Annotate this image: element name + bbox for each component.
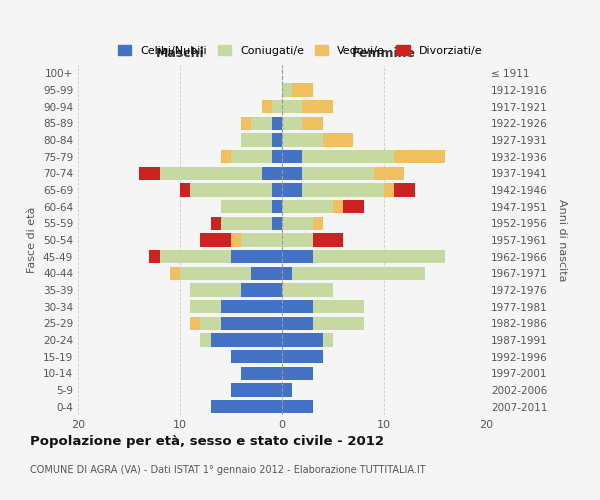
Bar — [282, 134, 323, 146]
Bar — [251, 266, 282, 280]
Bar — [170, 266, 180, 280]
Bar — [282, 166, 302, 180]
Bar — [313, 216, 323, 230]
Bar — [251, 116, 272, 130]
Bar — [262, 100, 272, 114]
Bar — [190, 316, 200, 330]
Bar — [313, 234, 343, 246]
Bar — [282, 250, 313, 264]
Bar — [241, 284, 282, 296]
Text: Maschi: Maschi — [155, 47, 205, 60]
Bar — [282, 334, 323, 346]
Bar — [231, 150, 272, 164]
Bar — [221, 316, 282, 330]
Bar — [231, 384, 282, 396]
Bar — [160, 166, 262, 180]
Bar — [211, 400, 282, 413]
Bar — [302, 150, 394, 164]
Bar — [302, 184, 384, 196]
Bar — [160, 250, 231, 264]
Bar — [394, 150, 445, 164]
Bar — [313, 300, 364, 314]
Bar — [190, 300, 221, 314]
Bar — [272, 216, 282, 230]
Bar — [272, 134, 282, 146]
Bar — [241, 234, 282, 246]
Bar — [323, 134, 353, 146]
Bar — [282, 400, 313, 413]
Bar — [282, 366, 313, 380]
Bar — [272, 150, 282, 164]
Bar — [323, 334, 333, 346]
Bar — [343, 200, 364, 213]
Y-axis label: Anni di nascita: Anni di nascita — [557, 198, 567, 281]
Text: Femmine: Femmine — [352, 47, 416, 60]
Bar — [139, 166, 160, 180]
Bar — [282, 234, 313, 246]
Bar — [221, 300, 282, 314]
Bar — [200, 334, 211, 346]
Bar — [282, 184, 302, 196]
Bar — [200, 316, 221, 330]
Bar — [272, 100, 282, 114]
Bar — [282, 284, 333, 296]
Bar — [272, 184, 282, 196]
Bar — [282, 384, 292, 396]
Bar — [221, 150, 231, 164]
Bar — [313, 316, 364, 330]
Bar — [180, 184, 190, 196]
Bar — [221, 216, 272, 230]
Bar — [241, 366, 282, 380]
Bar — [374, 166, 404, 180]
Bar — [292, 84, 313, 96]
Bar — [282, 216, 313, 230]
Bar — [190, 284, 241, 296]
Bar — [282, 116, 302, 130]
Text: Popolazione per età, sesso e stato civile - 2012: Popolazione per età, sesso e stato civil… — [30, 435, 384, 448]
Bar — [282, 200, 333, 213]
Bar — [231, 234, 241, 246]
Bar — [241, 116, 251, 130]
Bar — [149, 250, 160, 264]
Bar — [180, 266, 251, 280]
Legend: Celibi/Nubili, Coniugati/e, Vedovi/e, Divorziati/e: Celibi/Nubili, Coniugati/e, Vedovi/e, Di… — [113, 40, 487, 60]
Bar — [272, 116, 282, 130]
Bar — [282, 266, 292, 280]
Bar — [221, 200, 272, 213]
Bar — [231, 350, 282, 364]
Bar — [272, 200, 282, 213]
Bar — [200, 234, 231, 246]
Bar — [282, 100, 302, 114]
Bar — [282, 300, 313, 314]
Bar — [282, 84, 292, 96]
Y-axis label: Fasce di età: Fasce di età — [28, 207, 37, 273]
Bar — [302, 100, 333, 114]
Text: COMUNE DI AGRA (VA) - Dati ISTAT 1° gennaio 2012 - Elaborazione TUTTITALIA.IT: COMUNE DI AGRA (VA) - Dati ISTAT 1° genn… — [30, 465, 425, 475]
Bar — [211, 216, 221, 230]
Bar — [313, 250, 445, 264]
Bar — [384, 184, 394, 196]
Bar — [394, 184, 415, 196]
Bar — [282, 150, 302, 164]
Bar — [292, 266, 425, 280]
Bar — [211, 334, 282, 346]
Bar — [302, 116, 323, 130]
Bar — [282, 350, 323, 364]
Bar — [282, 316, 313, 330]
Bar — [262, 166, 282, 180]
Bar — [231, 250, 282, 264]
Bar — [241, 134, 272, 146]
Bar — [190, 184, 272, 196]
Bar — [302, 166, 374, 180]
Bar — [333, 200, 343, 213]
